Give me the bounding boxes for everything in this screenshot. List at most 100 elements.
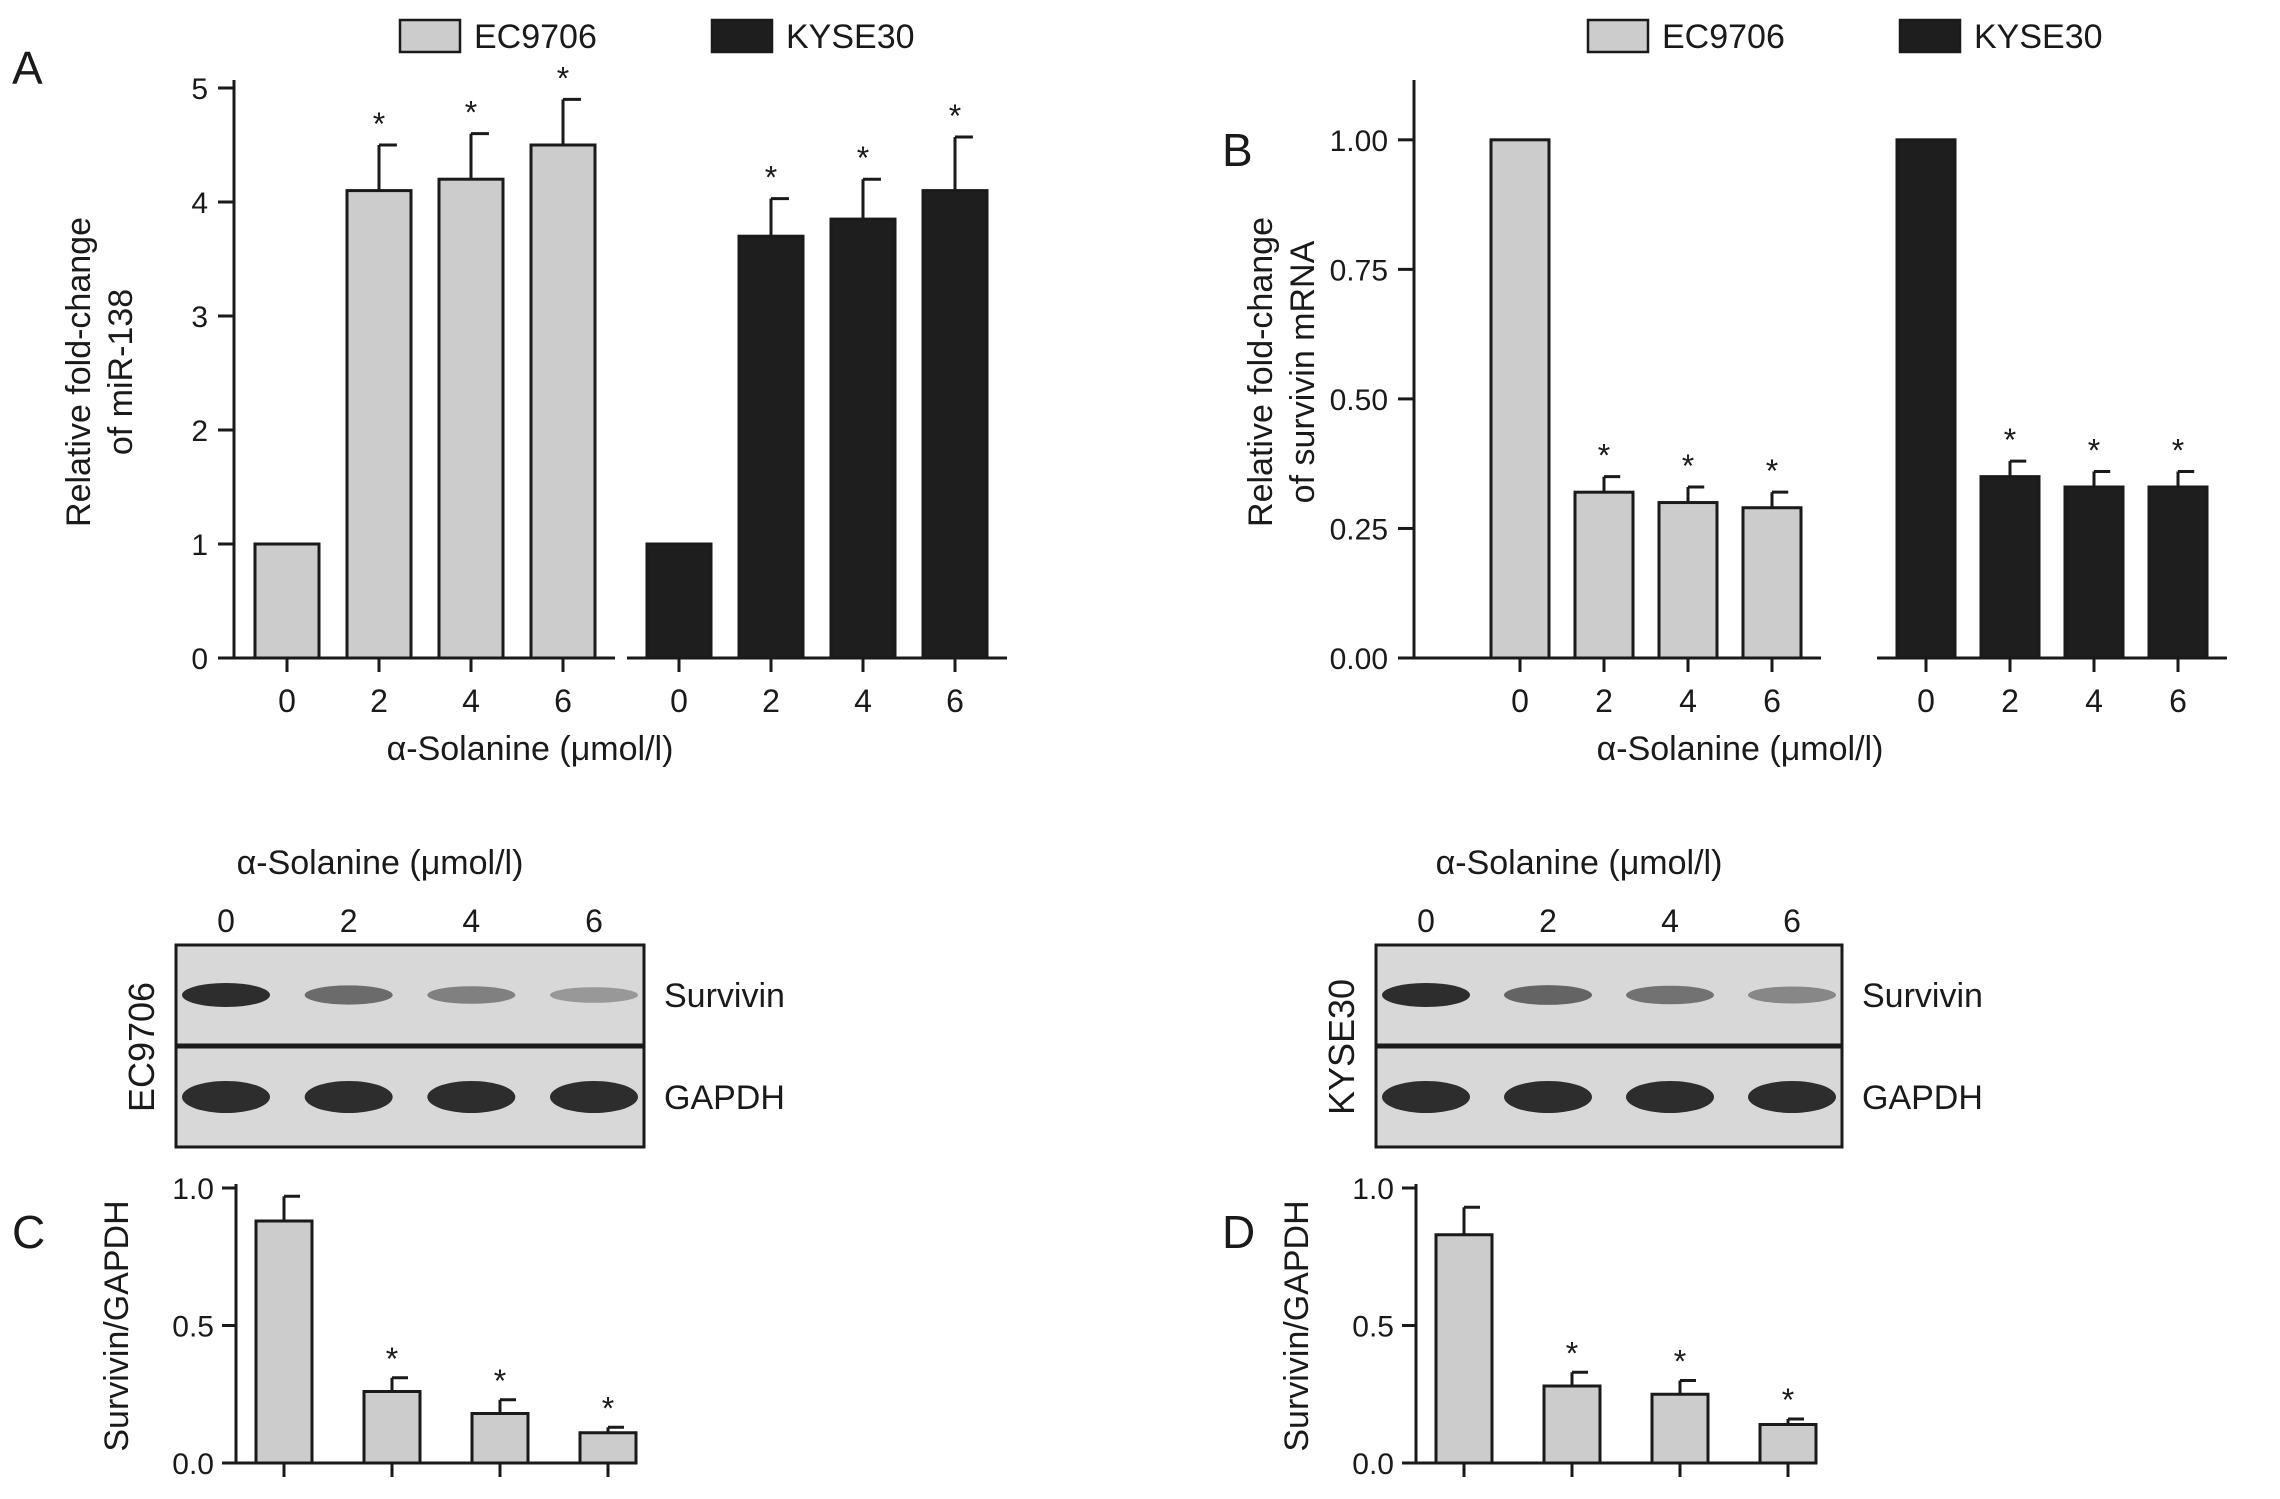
y-tick-label: 0.5	[172, 1311, 214, 1344]
blot-band-survivin-2	[1504, 985, 1592, 1005]
x-tick-label: 2	[1595, 683, 1613, 719]
blot-lane-label: 4	[462, 903, 480, 939]
x-tick-label: 0	[1917, 683, 1935, 719]
x-tick-label: 0	[670, 683, 688, 719]
cell-line-label: EC9706	[121, 982, 162, 1112]
y-tick-label: 4	[191, 187, 208, 220]
significance-marker: *	[1566, 1335, 1578, 1371]
significance-marker: *	[2172, 432, 2184, 468]
x-tick-label: 6	[1763, 683, 1781, 719]
y-tick-label: 0.5	[1352, 1311, 1394, 1344]
blot-lane-label: 0	[217, 903, 235, 939]
legend-label: EC9706	[474, 18, 597, 56]
blot-title: α-Solanine (μmol/l)	[1436, 844, 1723, 882]
y-tick-label: 0.0	[172, 1448, 214, 1481]
blot-row-label: GAPDH	[1862, 1079, 1983, 1117]
x-tick-label: 2	[762, 683, 780, 719]
significance-marker: *	[1598, 438, 1610, 474]
bar-ec9706-6	[529, 143, 597, 660]
chart-panel-b: EC9706 KYSE30 0.00 0.25 0.50 0.75 1.00 Relative…	[1242, 18, 2227, 768]
y-axis-label: of miR-138	[102, 289, 140, 455]
significance-marker: *	[373, 106, 385, 142]
legend-swatch	[710, 18, 774, 54]
x-axis-label: α-Solanine (μmol/l)	[387, 730, 674, 768]
cell-line-label: KYSE30	[1321, 979, 1362, 1115]
x-tick-label: 4	[854, 683, 872, 719]
blot-band-survivin-2	[304, 985, 393, 1005]
bar-ec9706-0	[253, 542, 321, 660]
blot-band-gapdh-6	[550, 1081, 638, 1113]
y-tick-label: 1.00	[1330, 125, 1388, 158]
blot-band-gapdh-4	[427, 1081, 516, 1113]
blot-band-survivin-6	[1748, 986, 1836, 1004]
legend-swatch	[1898, 18, 1962, 54]
significance-marker: *	[2004, 422, 2016, 458]
legend-label: KYSE30	[786, 18, 915, 56]
significance-marker: *	[494, 1363, 506, 1399]
y-tick-label: 1	[191, 529, 208, 562]
panel-label-d: D	[1222, 1206, 1255, 1258]
x-tick-label: 4	[1679, 683, 1697, 719]
bar-kyse30-6	[2147, 485, 2209, 660]
bar-survivin-gapdh-6	[1758, 1423, 1818, 1465]
y-tick-label: 1.0	[172, 1173, 214, 1206]
y-tick-label: 0.75	[1330, 254, 1388, 287]
y-tick-label: 0.50	[1330, 384, 1388, 417]
blot-band-survivin-6	[550, 987, 638, 1003]
blot-lane-label: 6	[1783, 903, 1801, 939]
blot-panel-c: α-Solanine (μmol/l)0 2 4 6 Survivin GAPDH EC97…	[98, 844, 785, 1481]
blot-lane-label: 6	[585, 903, 603, 939]
blot-lane-label: 2	[1539, 903, 1557, 939]
y-tick-label: 3	[191, 301, 208, 334]
significance-marker: *	[1782, 1382, 1794, 1418]
x-tick-label: 4	[2085, 683, 2103, 719]
bar-kyse30-0	[1895, 138, 1957, 660]
bar-ec9706-2	[345, 189, 413, 660]
significance-marker: *	[1674, 1344, 1686, 1380]
y-axis-label: Survivin/GAPDH	[1278, 1200, 1316, 1451]
y-tick-label: 0.00	[1330, 643, 1388, 676]
blot-band-gapdh-0	[182, 1081, 270, 1113]
bar-ec9706-2	[1573, 490, 1635, 660]
x-tick-label: 6	[946, 683, 964, 719]
y-tick-label: 0.0	[1352, 1448, 1394, 1481]
bar-ec9706-4	[1657, 501, 1719, 660]
x-axis-label: α-Solanine (μmol/l)	[1597, 730, 1884, 768]
y-tick-label: 1.0	[1352, 1173, 1394, 1206]
y-axis-label: of survivin mRNA	[1284, 240, 1322, 503]
blot-band-survivin-0	[182, 983, 270, 1007]
blot-band-survivin-4	[427, 986, 516, 1004]
panel-label-c: C	[12, 1206, 45, 1258]
significance-marker: *	[386, 1341, 398, 1377]
bar-ec9706-4	[437, 177, 505, 660]
bar-survivin-gapdh-0	[254, 1219, 314, 1465]
significance-marker: *	[1682, 448, 1694, 484]
significance-marker: *	[465, 95, 477, 131]
blot-lane-label: 0	[1417, 903, 1435, 939]
y-tick-label: 5	[191, 73, 208, 106]
blot-band-gapdh-4	[1626, 1081, 1714, 1113]
legend-swatch	[1586, 18, 1650, 54]
significance-marker: *	[2088, 432, 2100, 468]
x-tick-label: 0	[1511, 683, 1529, 719]
legend-label: KYSE30	[1974, 18, 2103, 56]
bar-survivin-gapdh-4	[1650, 1392, 1710, 1465]
blot-band-gapdh-6	[1748, 1081, 1836, 1113]
bar-survivin-gapdh-0	[1434, 1233, 1494, 1465]
significance-marker: *	[1766, 453, 1778, 489]
blot-band-gapdh-2	[1504, 1081, 1592, 1113]
panel-label-a: A	[12, 42, 43, 94]
significance-marker: *	[949, 98, 961, 134]
blot-band-survivin-4	[1626, 985, 1714, 1005]
x-tick-label: 0	[278, 683, 296, 719]
blot-lane-label: 4	[1661, 903, 1679, 939]
bar-ec9706-0	[1489, 138, 1551, 660]
blot-title: α-Solanine (μmol/l)	[237, 844, 524, 882]
y-axis-label: Survivin/GAPDH	[98, 1200, 136, 1451]
x-tick-label: 2	[370, 683, 388, 719]
bar-kyse30-0	[645, 542, 713, 660]
legend-label: EC9706	[1662, 18, 1785, 56]
chart-panel-a: EC9706 KYSE30 0 1 2 3 4 5 Relative fold-change of…	[60, 18, 1007, 768]
x-tick-label: 2	[2001, 683, 2019, 719]
